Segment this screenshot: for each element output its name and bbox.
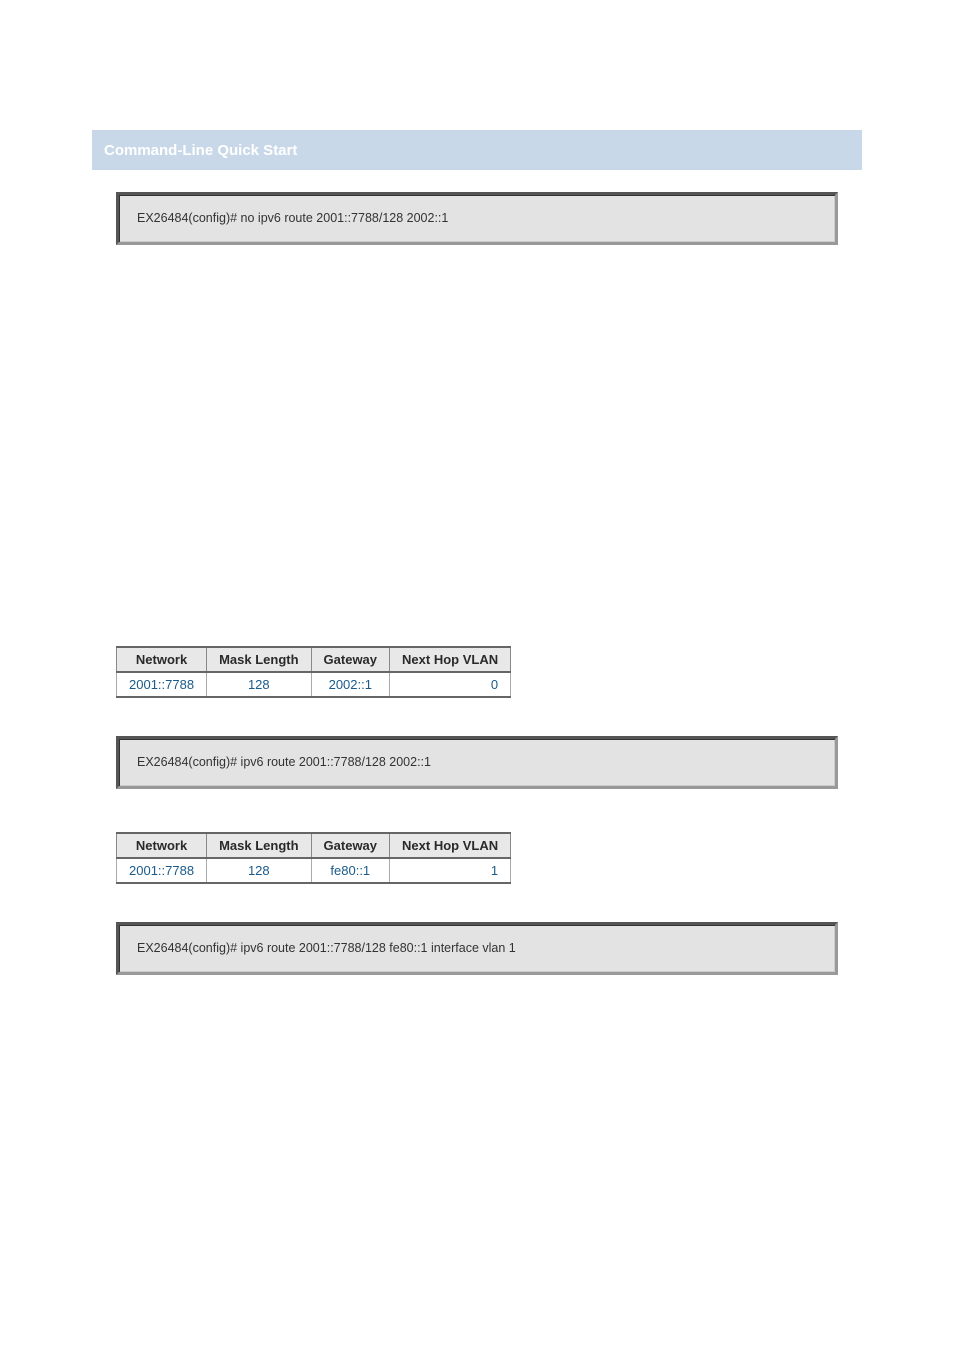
cell-mask: 128 [207,858,311,883]
table-row: 2001::7788 128 2002::1 0 [117,672,511,697]
figure-caption-44: Figure 44. IPv6 Route Information 2 [116,892,862,904]
col-gateway: Gateway [311,833,389,858]
section-intro: After managing IPv6 addresses for some V… [92,305,862,345]
bullet-icon: ● [92,532,122,552]
example-step-1: 1. Add an IPv6 route to destination addr… [92,616,862,636]
static-route-para: Use the following command to add a stati… [92,398,862,418]
cli-text: EX26484(config)# ipv6 route 2001::7788/1… [137,755,431,769]
keyword-item: ● <X:X:X:X::X> — The IPv6 address of the… [92,557,862,577]
cell-vlan: 0 [390,672,511,697]
table-header-row: Network Mask Length Gateway Next Hop VLA… [117,647,511,672]
bullet-icon: ● [92,557,122,577]
table-header-row: Network Mask Length Gateway Next Hop VLA… [117,833,511,858]
example-step-2: 2. Add an IPv6 route to destination addr… [92,803,862,823]
cell-mask: 128 [207,672,311,697]
keyword-item: ● interface vlan <vlan_id> — This is nec… [92,583,862,603]
section-heading: 2.6.3 Setting up IPv6 Routing (Optional) [92,275,862,291]
bullet-icon: ● [92,583,122,603]
cli-example-remove: EX26484(config)# no ipv6 route 2001::778… [116,192,838,245]
keyword-text: <X:X:X:X::X> — The IPv6 address of the g… [122,557,415,577]
figure-caption-43: Figure 43. IPv6 Route Information 1 [116,706,862,718]
route-table-2: Network Mask Length Gateway Next Hop VLA… [116,832,511,884]
cli-example-2: EX26484(config)# ipv6 route 2001::7788/1… [116,922,838,975]
keyword-text: <X:X:X:X::X/Mask_Length> — The destinati… [122,532,480,552]
col-network: Network [117,833,207,858]
col-gateway: Gateway [311,647,389,672]
cli-example-1: EX26484(config)# ipv6 route 2001::7788/1… [116,736,838,789]
bullet-icon: ● [92,462,122,482]
cell-network: 2001::7788 [117,858,207,883]
cell-network: 2001::7788 [117,672,207,697]
syntax-text: ipv6 route <X:X:X:X::X/Mask_Length> {<X:… [122,462,583,482]
table-row: 2001::7788 128 fe80::1 1 [117,858,511,883]
cell-gateway: 2002::1 [311,672,389,697]
col-mask-length: Mask Length [207,647,311,672]
col-next-hop-vlan: Next Hop VLAN [390,833,511,858]
col-network: Network [117,647,207,672]
keywords-label: Keywords and variables [92,500,862,520]
col-mask-length: Mask Length [207,833,311,858]
cli-text: EX26484(config)# no ipv6 route 2001::778… [137,211,448,225]
subsection-heading: Setting Static IPv6 Routes [92,371,862,386]
syntax-item: ● ipv6 route <X:X:X:X::X/Mask_Length> {<… [92,462,862,482]
cell-gateway: fe80::1 [311,858,389,883]
chapter-title: Command-Line Quick Start [104,142,297,159]
chapter-header: Command-Line Quick Start [92,130,862,170]
cli-text: EX26484(config)# ipv6 route 2001::7788/1… [137,941,516,955]
keyword-item: ● <X:X:X:X::X/Mask_Length> — The destina… [92,532,862,552]
cell-vlan: 1 [390,858,511,883]
keyword-text: interface vlan <vlan_id> — This is neces… [122,583,766,603]
route-table-1: Network Mask Length Gateway Next Hop VLA… [116,646,511,698]
syntax-label: Syntax [92,430,862,450]
col-next-hop-vlan: Next Hop VLAN [390,647,511,672]
